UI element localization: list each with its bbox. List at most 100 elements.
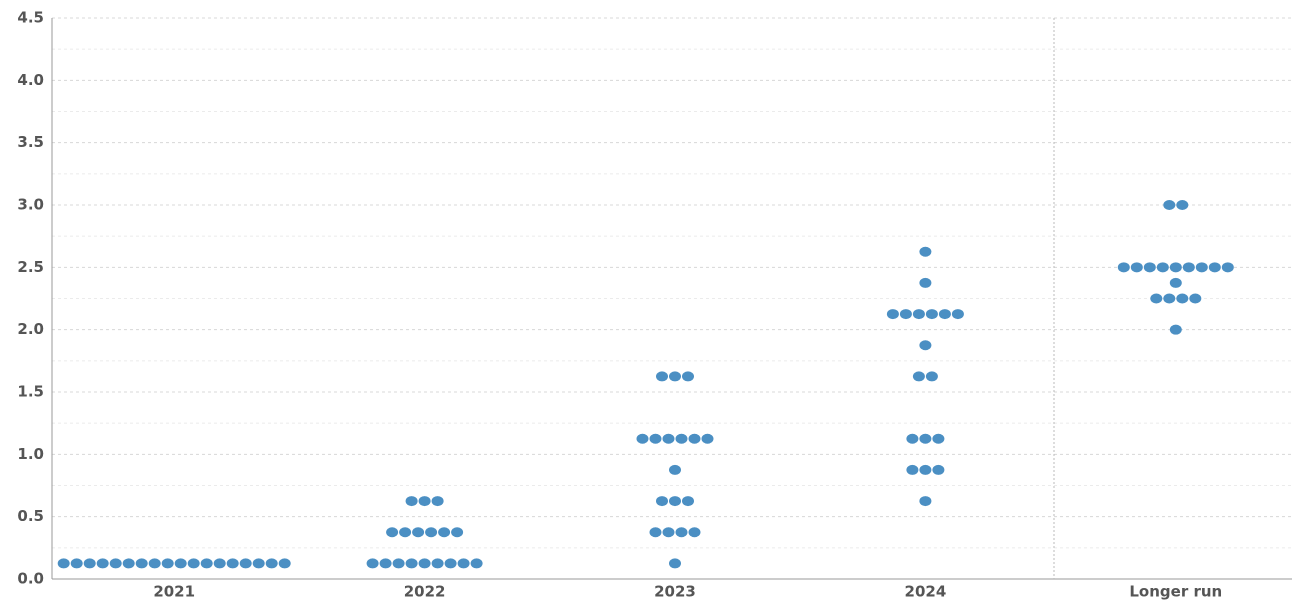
dot xyxy=(70,558,83,569)
dot xyxy=(669,496,681,507)
dot xyxy=(187,558,200,569)
x-tick-label: 2024 xyxy=(905,583,947,601)
dot xyxy=(919,464,932,475)
dot xyxy=(431,496,444,507)
dot xyxy=(379,558,392,569)
dot xyxy=(109,558,122,569)
dot xyxy=(1130,262,1143,273)
dot xyxy=(418,496,431,507)
y-tick-label: 2.5 xyxy=(17,258,44,276)
dot xyxy=(278,558,291,569)
dot xyxy=(912,371,925,382)
dot xyxy=(1156,262,1169,273)
y-tick-label: 0.0 xyxy=(17,570,44,588)
dot xyxy=(919,246,932,257)
dot xyxy=(161,558,174,569)
dot xyxy=(925,309,938,320)
dot xyxy=(925,371,938,382)
dot xyxy=(122,558,135,569)
dot xyxy=(649,527,662,538)
dot xyxy=(919,433,932,444)
dot xyxy=(649,433,662,444)
dot xyxy=(1169,324,1182,335)
dot xyxy=(1117,262,1130,273)
dot xyxy=(412,527,425,538)
dot xyxy=(444,558,457,569)
x-tick-label: 2022 xyxy=(404,583,446,601)
y-tick-label: 2.0 xyxy=(17,320,44,338)
dot xyxy=(135,558,148,569)
dot xyxy=(83,558,96,569)
dot xyxy=(418,558,431,569)
dot xyxy=(1221,262,1234,273)
dot xyxy=(656,371,668,382)
dot xyxy=(682,371,694,382)
dot xyxy=(200,558,213,569)
dot xyxy=(932,433,945,444)
x-tick-label: Longer run xyxy=(1129,583,1222,601)
dot xyxy=(392,558,405,569)
dot xyxy=(386,527,399,538)
x-tick-label: 2021 xyxy=(153,583,195,601)
dot xyxy=(899,309,912,320)
dot xyxy=(213,558,226,569)
dot xyxy=(688,433,701,444)
y-tick-label: 0.5 xyxy=(17,507,44,525)
dot xyxy=(174,558,187,569)
y-tick-label: 3.0 xyxy=(17,196,44,214)
dot xyxy=(919,340,932,351)
dot xyxy=(1150,293,1163,304)
x-tick-label: 2023 xyxy=(654,583,696,601)
dot xyxy=(1208,262,1221,273)
dot xyxy=(1189,293,1202,304)
dot xyxy=(688,527,701,538)
dot xyxy=(405,558,418,569)
dot xyxy=(662,433,675,444)
y-tick-label: 1.5 xyxy=(17,383,44,401)
dot xyxy=(451,527,464,538)
y-tick-label: 1.0 xyxy=(17,445,44,463)
dot xyxy=(1169,262,1182,273)
dot xyxy=(96,558,109,569)
dot xyxy=(57,558,70,569)
dot xyxy=(1143,262,1156,273)
dot xyxy=(470,558,483,569)
dot xyxy=(919,277,932,288)
dot xyxy=(886,309,899,320)
dot xyxy=(656,496,668,507)
dot xyxy=(265,558,278,569)
dot xyxy=(1163,293,1176,304)
dot xyxy=(919,496,932,507)
dot xyxy=(669,558,681,569)
dot xyxy=(1182,262,1195,273)
dot xyxy=(438,527,451,538)
dot xyxy=(1195,262,1208,273)
y-tick-label: 3.5 xyxy=(17,133,44,151)
dot xyxy=(226,558,239,569)
dot xyxy=(239,558,252,569)
y-tick-label: 4.5 xyxy=(17,9,44,27)
dot xyxy=(399,527,412,538)
dot xyxy=(951,309,964,320)
dot xyxy=(669,464,681,475)
y-tick-label: 4.0 xyxy=(17,71,44,89)
dot xyxy=(1169,277,1182,288)
dot xyxy=(932,464,945,475)
dot xyxy=(938,309,951,320)
dot xyxy=(675,527,688,538)
dot xyxy=(1176,293,1189,304)
dot xyxy=(906,464,919,475)
dot xyxy=(405,496,418,507)
dot xyxy=(252,558,265,569)
dot xyxy=(906,433,919,444)
dot xyxy=(912,309,925,320)
dot xyxy=(669,371,681,382)
dot xyxy=(682,496,694,507)
dot xyxy=(366,558,379,569)
dot xyxy=(457,558,470,569)
dot xyxy=(148,558,161,569)
dot xyxy=(1176,200,1189,210)
dot xyxy=(636,433,649,444)
dot xyxy=(675,433,688,444)
